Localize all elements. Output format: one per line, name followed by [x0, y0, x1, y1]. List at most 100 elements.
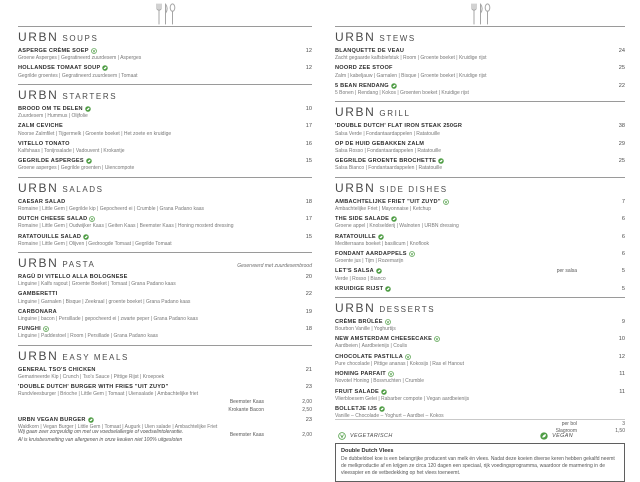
item-name: 'DOUBLE DUTCH' BURGER WITH FRIES "UIT ZU…: [18, 384, 169, 391]
item-description: Ambachtelijke Friet | Mayonnaise | Ketch…: [335, 205, 431, 212]
item-title-row: BOLLETJE IJS: [335, 406, 625, 412]
item-description: Linguine | Kalfs ragout | Groente Boeket…: [18, 281, 176, 288]
item-description: Salsa Bianco | Fondantaardappelen | Rata…: [335, 165, 443, 172]
menu-item: CHOCOLATE PASTILLA 12 Pure chocolade | Pit…: [335, 354, 625, 367]
brand-urbn: URBN: [18, 180, 59, 195]
item-name: CAESAR SALAD: [18, 198, 66, 205]
item-description: Linguine | Garnalen | Bisque | Zeekraal …: [18, 298, 191, 305]
menu-item: ASPERGE CRÈME SOEP 12 Groene Asperges | Ge…: [18, 48, 312, 61]
item-price: 16: [305, 140, 312, 147]
cutlery-icon: [335, 0, 625, 26]
item-extra: Krokante Bacon 2,50: [18, 407, 312, 413]
vegan-icon: [378, 233, 384, 240]
vegetarian-icon: [408, 251, 415, 257]
item-price: 20: [305, 273, 312, 280]
item-title-row: KRUIDIGE RIJST 5: [335, 286, 625, 292]
extra-price: 2,00: [302, 399, 312, 406]
item-title-row: BROOD OM TE DELEN 10: [18, 106, 312, 112]
menu-item: CARBONARA 19 Linguine | bacon | Persillade…: [18, 309, 312, 322]
menu-section-desserts: URBN DESSERTS CRÈME BRÛLÉE 9 Bourbon Vanille…: [335, 296, 625, 434]
item-price: 17: [305, 123, 312, 130]
extra-label: Beemster Kaas: [229, 399, 264, 406]
legend-vegan-label: VEGAN: [552, 433, 573, 439]
menu-section-starters: URBN STARTERS BROOD OM TE DELEN 10 Zuurdesem…: [18, 83, 312, 172]
menu-section-grill: URBN GRILL 'DOUBLE DUTCH' FLAT IRON STEAK …: [335, 101, 625, 171]
item-price: 22: [618, 82, 625, 89]
menu-item: RATATOUILLE SALAD 15 Romaine | Little Gem …: [18, 234, 312, 247]
item-title-row: ASPERGE CRÈME SOEP 12: [18, 48, 312, 54]
item-name: DUTCH CHEESE SALAD: [18, 216, 88, 223]
item-description: Groene appel | Knolselderij | Walnoten |…: [335, 223, 459, 230]
item-name: 'DOUBLE DUTCH' FLAT IRON STEAK 250GR: [335, 123, 463, 130]
vegan-icon: [86, 158, 92, 164]
section-name: STARTERS: [62, 91, 118, 101]
item-title-row: RATATOUILLE SALAD 15: [18, 234, 312, 240]
vegan-icon: [381, 388, 387, 395]
item-description: Zalm | kabeljauw | Garnalen | Bisque | G…: [335, 72, 487, 79]
item-name: FONDANT AARDAPPELS: [335, 250, 407, 257]
item-description: Groene asperges | Gegrilde groenten | Ui…: [18, 165, 135, 172]
item-description: Pure chocolade | Pittige ananas | Kokosi…: [335, 360, 464, 367]
item-price: 5: [621, 268, 625, 275]
item-name: GEGRILDE ASPERGES: [18, 158, 84, 165]
brand-urbn: URBN: [335, 180, 376, 195]
item-title-row: FRUIT SALADE 11: [335, 389, 625, 395]
brand-urbn: URBN: [18, 87, 59, 102]
brand-urbn: URBN: [335, 300, 376, 315]
menu-item: GENERAL TSO'S CHICKEN 21 Gemarineerde Kip …: [18, 367, 312, 380]
menu-section-soups: URBN SOUPS ASPERGE CRÈME SOEP 12 Groene Aspe…: [18, 26, 312, 79]
vegetarian-icon: [43, 326, 49, 333]
item-name: NEW AMSTERDAM CHEESECAKE: [335, 336, 433, 343]
item-price: 15: [305, 158, 312, 165]
menu-item: FONDANT AARDAPPELS 6 Groente jus | Tijm | …: [335, 251, 625, 264]
item-title-row: CRÈME BRÛLÉE 9: [335, 319, 625, 325]
menu-item: ZALM CEVICHE 17 Noorse Zalmfilet | Tijgerm…: [18, 123, 312, 136]
item-price: 22: [305, 291, 312, 298]
item-title-row: GEGRILDE GROENTE BROCHETTE 25: [335, 158, 625, 164]
menu-item: URBN VEGAN BURGER 23 Waldkorn | Vegan Burg…: [18, 417, 312, 438]
item-price: 17: [305, 216, 312, 223]
item-name: NOORD ZEE STOOF: [335, 65, 393, 72]
item-title-row: DUTCH CHEESE SALAD 17: [18, 216, 312, 222]
menu-item: GEGRILDE ASPERGES 15 Groene asperges | Geg…: [18, 158, 312, 171]
menu-item: 'DOUBLE DUTCH' BURGER WITH FRIES "UIT ZU…: [18, 384, 312, 412]
item-price: 19: [305, 308, 312, 315]
footer-divider: [335, 419, 625, 420]
section-name: SIDE DISHES: [379, 184, 448, 194]
menu-item: GAMBERETTI 22 Linguine | Garnalen | Bisque…: [18, 291, 312, 304]
item-title-row: NEW AMSTERDAM CHEESECAKE 10: [335, 336, 625, 342]
item-price: 11: [619, 388, 625, 395]
brand-urbn: URBN: [335, 105, 376, 120]
cutlery-icon: [18, 0, 312, 26]
item-title-row: FUNGHI 18: [18, 326, 312, 332]
section-heading: URBN PASTA Geserveerd met zuurdesembrood: [18, 256, 312, 270]
vegan-icon: [102, 65, 109, 72]
menu-item: 'DOUBLE DUTCH' FLAT IRON STEAK 250GR 38 Sa…: [335, 123, 625, 136]
info-box-double-dutch-vlees: Double Dutch Vlees De dubbeldoel koe is …: [335, 443, 625, 482]
menu-item: HOLLANDSE TOMAAT SOUP 12 Gegrilde groentes…: [18, 65, 312, 78]
item-description: Romaine | Little Gem | Oudwijker Kaas | …: [18, 223, 234, 230]
item-name: 5 BEAN RENDANG: [335, 82, 389, 89]
item-price: 6: [621, 216, 625, 223]
item-title-row: GEGRILDE ASPERGES 15: [18, 158, 312, 164]
item-title-row: BLANQUETTE DE VEAU 24: [335, 48, 625, 54]
item-description: Linguine | bacon | Persillade | gepochee…: [18, 316, 198, 322]
item-description: Kalfshaas | Tonijnsalade | Vadouvent | K…: [18, 147, 125, 154]
menu-section-salads: URBN SALADS CAESAR SALAD 18 Romaine | Little…: [18, 176, 312, 247]
item-price: 5: [621, 285, 625, 292]
vegan-icon: [87, 416, 94, 423]
item-price: 10: [618, 336, 625, 343]
item-description: Verde | Rosso | Bianco: [335, 275, 386, 282]
menu-column-right: URBN STEWS BLANQUETTE DE VEAU 24 Zacht gegaa…: [335, 26, 625, 434]
brand-urbn: URBN: [18, 348, 59, 363]
vegan-icon: [540, 432, 548, 440]
item-title-row: CAESAR SALAD 18: [18, 199, 312, 205]
menu-item: FUNGHI 18 Linguine | Paddestoel | Room | P…: [18, 326, 312, 339]
item-title-row: GAMBERETTI 22: [18, 291, 312, 297]
item-price: 12: [305, 48, 312, 54]
allergy-note: Wij gaan zeer zorgvuldig om met uw voeds…: [18, 428, 336, 444]
section-heading: URBN SIDE DISHES: [335, 181, 625, 195]
section-name: GRILL: [379, 109, 411, 119]
menu-item: 5 BEAN RENDANG 22 5 Bonen | Rendang | Koko…: [335, 83, 625, 96]
item-description: Vlierbloesem Gelei | Rabarber compote | …: [335, 395, 470, 402]
